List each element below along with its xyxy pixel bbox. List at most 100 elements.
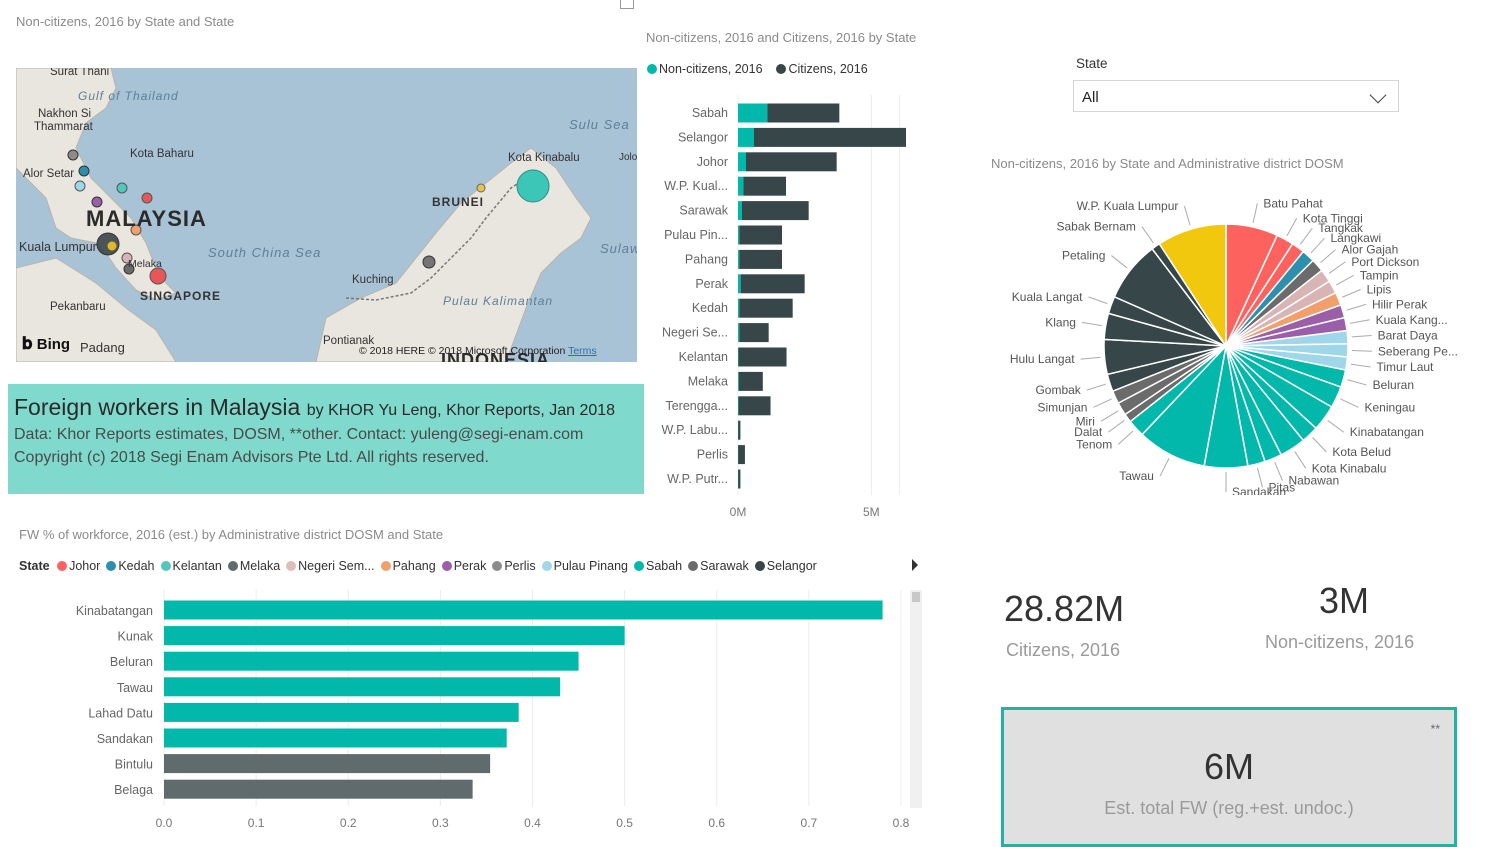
- bar-non-citizens[interactable]: [738, 469, 739, 489]
- bar-citizens[interactable]: [738, 420, 741, 440]
- pie-label: Simunjan: [1037, 400, 1087, 414]
- bar-citizens[interactable]: [739, 323, 769, 343]
- fw-bar[interactable]: [164, 600, 883, 620]
- fw-bar-chart[interactable]: 0.0 0.1 0.2 0.3 0.4 0.5 0.6 0.7 0.8 Kinabatangan K…: [10, 590, 930, 840]
- fw-bar[interactable]: [164, 626, 625, 646]
- bar-citizens[interactable]: [739, 298, 793, 318]
- legend-dot: [541, 561, 552, 571]
- fw-legend-item[interactable]: Melaka: [227, 559, 280, 573]
- bar-non-citizens[interactable]: [738, 371, 739, 391]
- fw-legend-item[interactable]: Pulau Pinang: [541, 559, 628, 573]
- category-label: Tawau: [117, 681, 153, 695]
- info-byline: by KHOR Yu Leng, Khor Reports, Jan 2018: [306, 402, 616, 419]
- fw-bar[interactable]: [164, 677, 561, 697]
- fw-legend-label: Kedah: [118, 559, 155, 573]
- fw-legend-item[interactable]: Sarawak: [688, 559, 749, 573]
- bubble-kelantan[interactable]: [116, 182, 128, 194]
- bar-citizens[interactable]: [742, 201, 809, 221]
- total-fw-value: 6M: [1203, 746, 1254, 787]
- pie-leader-line: [1328, 261, 1346, 274]
- state-bar-chart[interactable]: Sabah Selangor Johor W.P. Kual... Sarawak Pul…: [636, 95, 936, 525]
- bubble-sarawak[interactable]: [422, 255, 436, 269]
- category-label: W.P. Putr...: [667, 472, 728, 486]
- pie-leader-line: [1300, 227, 1313, 245]
- bar-non-citizens[interactable]: [738, 176, 744, 196]
- bar-non-citizens[interactable]: [738, 396, 739, 416]
- pie-leader-line: [1107, 420, 1125, 433]
- bubble-labuan[interactable]: [476, 183, 486, 193]
- bubble-kedah[interactable]: [78, 165, 90, 177]
- fw-bar[interactable]: [164, 702, 519, 722]
- bar-non-citizens[interactable]: [738, 323, 740, 343]
- legend-next-arrow-icon[interactable]: [912, 559, 918, 571]
- state-slicer-value: All: [1082, 89, 1099, 106]
- map-visual[interactable]: Surat Thani Gulf of Thailand Nakhon Si T…: [16, 68, 637, 362]
- pie-slice[interactable]: [1158, 223, 1227, 349]
- bubble-johor[interactable]: [149, 267, 167, 285]
- bar-non-citizens[interactable]: [738, 225, 740, 245]
- pie-leader-line: [1257, 467, 1263, 488]
- fw-legend-item[interactable]: Sabah: [633, 559, 682, 573]
- map-label: Nakhon Si: [38, 108, 92, 120]
- bar-non-citizens[interactable]: [738, 274, 741, 294]
- bar-citizens[interactable]: [739, 225, 782, 245]
- bar-non-citizens[interactable]: [738, 152, 746, 172]
- bar-citizens[interactable]: [738, 396, 771, 416]
- legend-item[interactable]: Citizens, 2016: [776, 62, 868, 76]
- fw-legend-item[interactable]: Kelantan: [160, 559, 222, 573]
- bar-non-citizens[interactable]: [738, 103, 768, 123]
- fw-legend-item[interactable]: Perlis: [492, 559, 536, 573]
- bar-citizens[interactable]: [767, 103, 840, 123]
- fw-legend-item[interactable]: Johor: [57, 559, 100, 573]
- pie-label: Pitas: [1269, 480, 1296, 494]
- bubble-negeri-sembilan[interactable]: [121, 252, 133, 264]
- fw-scrollbar-thumb[interactable]: [912, 592, 920, 602]
- fw-bar[interactable]: [164, 779, 473, 799]
- fw-legend-item[interactable]: Pahang: [380, 559, 436, 573]
- map-terms-link[interactable]: Terms: [568, 345, 597, 357]
- focus-mode-icon[interactable]: [620, 0, 634, 9]
- fw-legend-item[interactable]: Kedah: [106, 559, 155, 573]
- bar-non-citizens[interactable]: [738, 127, 754, 147]
- bar-non-citizens[interactable]: [738, 201, 742, 221]
- bubble-perlis[interactable]: [67, 149, 79, 161]
- map-label: Jolo: [619, 152, 637, 163]
- fw-scrollbar[interactable]: [910, 590, 922, 808]
- bubble-sabah[interactable]: [516, 169, 550, 203]
- bubble-perak[interactable]: [91, 196, 103, 208]
- bar-citizens[interactable]: [738, 445, 745, 465]
- bar-citizens[interactable]: [754, 127, 906, 147]
- bubble-pulau-pinang[interactable]: [74, 180, 86, 192]
- bar-citizens[interactable]: [743, 176, 786, 196]
- bubble-terengganu[interactable]: [141, 192, 153, 204]
- bubble-melaka[interactable]: [123, 263, 135, 275]
- bar-citizens[interactable]: [738, 469, 741, 489]
- bar-non-citizens[interactable]: [738, 445, 739, 465]
- fw-bar[interactable]: [164, 754, 491, 774]
- bubble-kuala-lumpur[interactable]: [106, 240, 118, 252]
- axis-tick-label: 0.3: [432, 816, 449, 830]
- bubble-pahang[interactable]: [130, 224, 142, 236]
- fw-bar[interactable]: [164, 651, 579, 671]
- bar-non-citizens[interactable]: [738, 420, 739, 440]
- bar-citizens[interactable]: [746, 152, 837, 172]
- state-slicer-dropdown[interactable]: All: [1073, 80, 1399, 112]
- bar-citizens[interactable]: [740, 274, 805, 294]
- bar-non-citizens[interactable]: [738, 249, 740, 269]
- bar-citizens[interactable]: [738, 371, 763, 391]
- fw-legend-label: Perlis: [504, 559, 536, 573]
- bar-citizens[interactable]: [739, 249, 782, 269]
- fw-legend-item[interactable]: Negeri Sem...: [286, 559, 375, 573]
- pie-label: Timur Laut: [1376, 360, 1434, 374]
- fw-legend-item[interactable]: Selangor: [754, 559, 817, 573]
- fw-bar[interactable]: [164, 728, 507, 748]
- pie-leader-line: [1310, 237, 1325, 254]
- bar-non-citizens[interactable]: [738, 298, 740, 318]
- category-label: Pahang: [685, 252, 728, 266]
- bar-non-citizens[interactable]: [738, 347, 739, 367]
- fw-legend-item[interactable]: Perak: [441, 559, 486, 573]
- legend-item[interactable]: Non-citizens, 2016: [647, 62, 763, 76]
- bar-citizens[interactable]: [738, 347, 787, 367]
- total-fw-note: **: [1430, 722, 1440, 736]
